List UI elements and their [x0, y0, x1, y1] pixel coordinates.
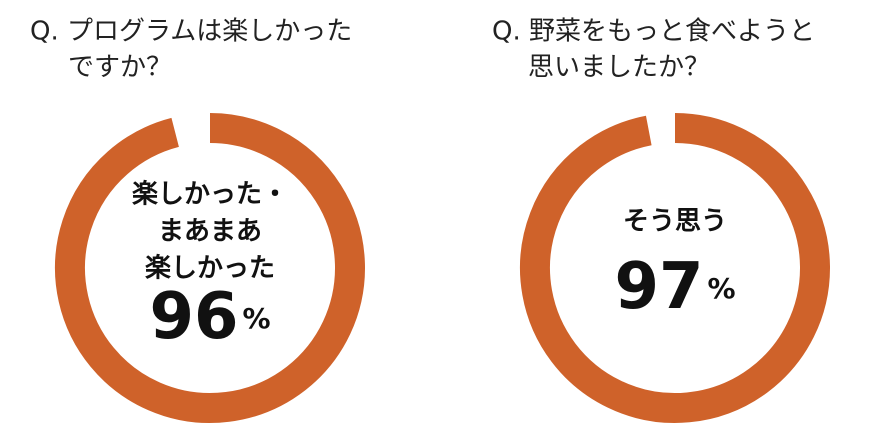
chart-title: Q. 野菜をもっと食べようと: [492, 17, 815, 47]
center-label: そう思う: [623, 207, 727, 237]
chart-title: ですか？: [68, 53, 172, 83]
donut-arc: [520, 113, 830, 423]
center-label: まあまあ: [158, 217, 262, 247]
value: 97: [614, 250, 703, 324]
unit: %: [708, 272, 736, 305]
center-label: 楽しかった: [145, 254, 275, 284]
chart-title: 思いましたか？: [528, 53, 710, 83]
donut-arc: [55, 113, 365, 423]
value-label: 96%: [149, 280, 270, 354]
center-label: 楽しかった・: [132, 180, 288, 210]
value: 96: [149, 280, 238, 354]
value-label: 97%: [614, 250, 735, 324]
unit: %: [243, 302, 271, 335]
chart-title: Q. プログラムは楽しかった: [30, 17, 352, 47]
